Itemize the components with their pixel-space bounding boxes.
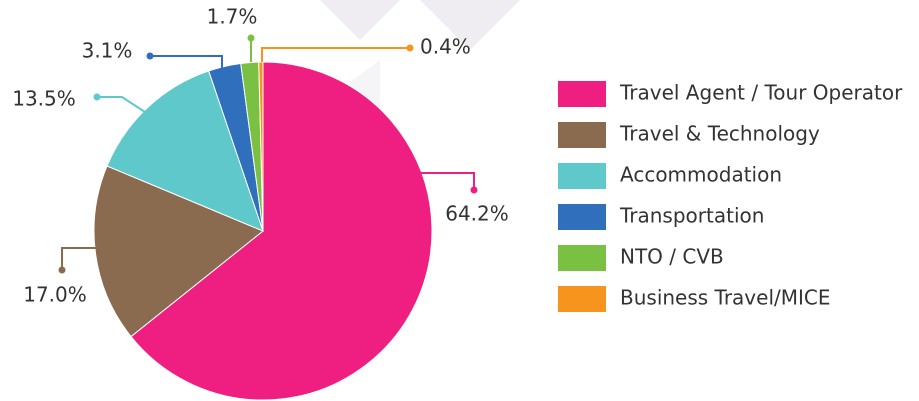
data-label: 64.2% bbox=[445, 202, 509, 226]
data-label: 17.0% bbox=[23, 283, 87, 307]
deco-triangle bbox=[320, 0, 400, 40]
leader-line bbox=[420, 172, 475, 190]
leader-dot bbox=[58, 266, 66, 274]
leader-dot bbox=[470, 186, 478, 194]
leader-line bbox=[261, 47, 410, 62]
leader-dot bbox=[93, 93, 101, 101]
leader-dot bbox=[247, 34, 255, 42]
data-label: 0.4% bbox=[420, 35, 471, 59]
legend-swatch bbox=[558, 122, 606, 148]
leader-dot bbox=[406, 44, 414, 52]
data-label: 3.1% bbox=[82, 39, 133, 63]
legend-label: Accommodation bbox=[620, 163, 782, 187]
data-label: 1.7% bbox=[207, 5, 258, 29]
legend-swatch bbox=[558, 204, 606, 230]
pie-slice bbox=[106, 70, 264, 232]
legend-swatch bbox=[558, 81, 606, 107]
legend-label: Travel & Technology bbox=[619, 122, 820, 146]
pie-slice bbox=[93, 165, 264, 338]
legend-label: Transportation bbox=[619, 204, 764, 228]
legend-swatch bbox=[558, 163, 606, 189]
leader-line bbox=[61, 247, 97, 270]
leader-dot bbox=[146, 52, 154, 60]
legend-swatch bbox=[558, 286, 606, 312]
data-label: 13.5% bbox=[12, 87, 76, 111]
leader-line bbox=[150, 55, 223, 72]
legend-label: Travel Agent / Tour Operator bbox=[619, 81, 903, 105]
pie-slice bbox=[130, 61, 433, 401]
legend-swatch bbox=[558, 245, 606, 271]
leader-line bbox=[97, 96, 146, 113]
deco-triangle bbox=[420, 0, 520, 50]
legend-label: Business Travel/MICE bbox=[620, 286, 831, 310]
legend-label: NTO / CVB bbox=[620, 245, 724, 269]
